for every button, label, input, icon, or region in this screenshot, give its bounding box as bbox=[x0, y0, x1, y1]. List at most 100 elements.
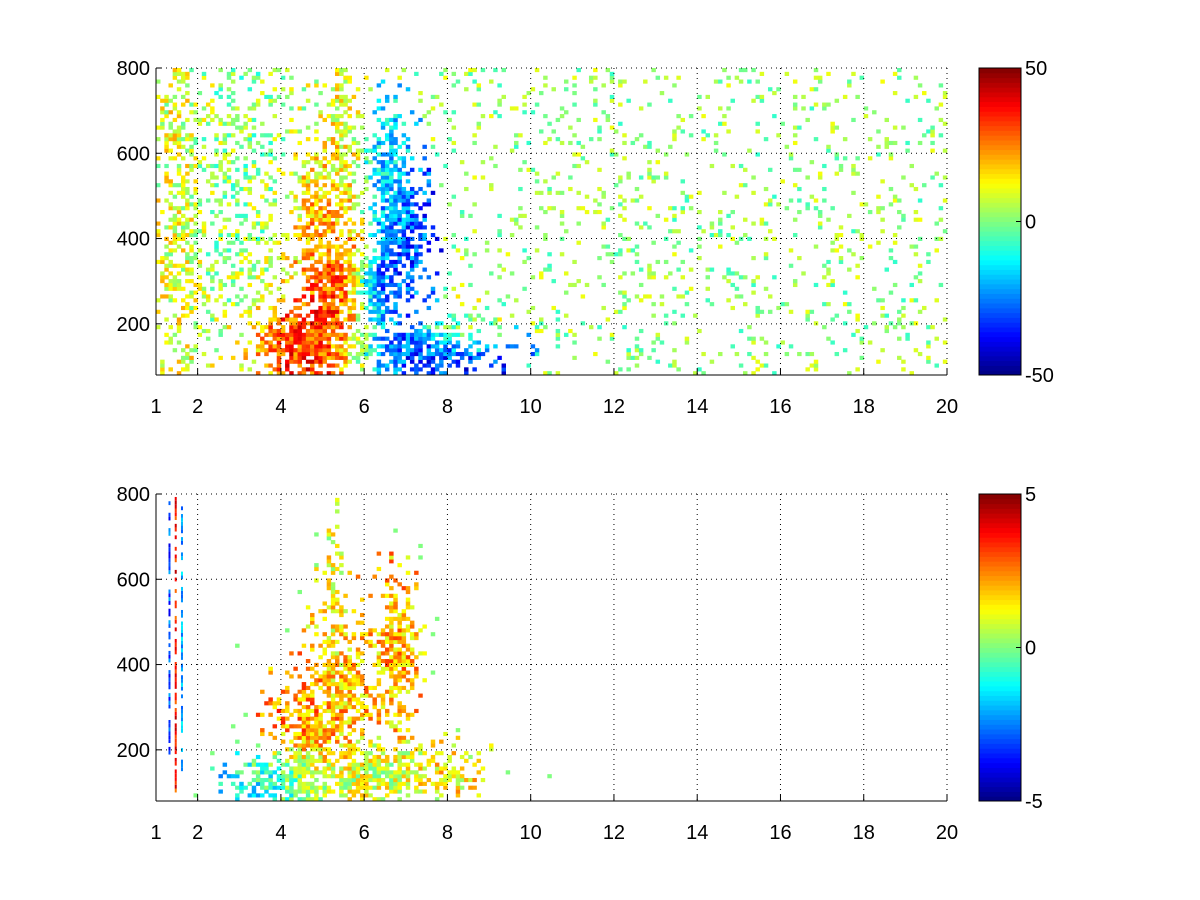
heatmap-cell bbox=[351, 267, 357, 272]
heatmap-cell bbox=[272, 781, 278, 786]
heatmap-cell bbox=[301, 163, 307, 169]
heatmap-cell bbox=[339, 774, 344, 779]
heatmap-cell bbox=[293, 305, 298, 311]
heatmap-cell bbox=[355, 747, 361, 752]
heatmap-cell bbox=[285, 724, 290, 729]
heatmap-cell bbox=[335, 186, 340, 192]
heatmap-cell bbox=[339, 605, 344, 610]
heatmap-cell bbox=[384, 68, 390, 73]
heatmap-cell bbox=[451, 83, 457, 88]
heatmap-cell bbox=[384, 666, 390, 671]
heatmap-cell bbox=[780, 302, 785, 307]
heatmap-cell bbox=[347, 252, 352, 257]
heatmap-cell bbox=[380, 171, 386, 176]
heatmap-cell bbox=[318, 290, 323, 295]
heatmap-cell bbox=[414, 348, 419, 353]
heatmap-cell bbox=[422, 202, 427, 207]
heatmap-cell bbox=[792, 133, 798, 138]
heatmap-cell bbox=[376, 359, 382, 364]
heatmap-cell bbox=[347, 194, 352, 199]
heatmap-cell bbox=[326, 766, 332, 771]
heatmap-cell bbox=[389, 781, 394, 786]
heatmap-cell bbox=[180, 213, 186, 218]
heatmap-cell bbox=[697, 190, 702, 195]
heatmap-cell bbox=[813, 137, 819, 142]
heatmap-cell bbox=[380, 79, 386, 84]
heatmap-cell bbox=[251, 102, 257, 107]
heatmap-cell bbox=[418, 252, 423, 257]
heatmap-cell bbox=[405, 355, 411, 360]
heatmap-cell bbox=[409, 202, 415, 207]
heatmap-cell bbox=[297, 751, 303, 756]
heatmap-cell bbox=[251, 785, 257, 790]
heatmap-cell bbox=[339, 708, 344, 714]
heatmap-cell bbox=[260, 152, 265, 157]
heatmap-cell bbox=[405, 240, 411, 245]
heatmap-cell bbox=[497, 98, 502, 103]
heatmap-cell bbox=[301, 340, 307, 345]
heatmap-cell bbox=[426, 294, 432, 299]
heatmap-cell bbox=[210, 83, 215, 88]
heatmap-cell bbox=[310, 294, 315, 299]
heatmap-cell bbox=[409, 348, 415, 353]
heatmap-cell bbox=[684, 198, 690, 203]
heatmap-cell bbox=[913, 348, 919, 353]
heatmap-cell bbox=[888, 140, 894, 146]
heatmap-cell bbox=[289, 351, 294, 357]
heatmap-cell bbox=[618, 275, 623, 280]
heatmap-cell bbox=[430, 286, 436, 291]
heatmap-cell bbox=[547, 190, 552, 195]
heatmap-cell bbox=[222, 259, 228, 265]
heatmap-cell bbox=[318, 110, 323, 115]
heatmap-cell bbox=[289, 724, 294, 729]
heatmap-cell bbox=[414, 340, 419, 345]
heatmap-cell bbox=[180, 648, 183, 653]
heatmap-cell bbox=[335, 309, 340, 314]
heatmap-cell bbox=[326, 785, 332, 790]
heatmap-cell bbox=[214, 148, 219, 153]
heatmap-cell bbox=[405, 202, 411, 207]
heatmap-cell bbox=[276, 351, 282, 357]
heatmap-cell bbox=[247, 367, 253, 372]
heatmap-cell bbox=[572, 282, 577, 288]
heatmap-cell bbox=[368, 639, 373, 644]
heatmap-cell bbox=[909, 163, 914, 169]
heatmap-cell bbox=[876, 359, 881, 364]
heatmap-cell bbox=[214, 183, 219, 188]
heatmap-cell bbox=[339, 163, 344, 169]
heatmap-cell bbox=[326, 555, 332, 560]
heatmap-cell bbox=[289, 117, 294, 123]
heatmap-cell bbox=[326, 720, 332, 725]
heatmap-cell bbox=[339, 71, 344, 76]
colorbar-swatch bbox=[979, 303, 1021, 309]
heatmap-cell bbox=[326, 363, 332, 368]
heatmap-cell bbox=[330, 244, 336, 249]
heatmap-cell bbox=[393, 240, 398, 245]
heatmap-cell bbox=[443, 286, 448, 291]
heatmap-cell bbox=[497, 325, 502, 330]
heatmap-cell bbox=[185, 302, 190, 307]
heatmap-cell bbox=[422, 156, 427, 161]
heatmap-cell bbox=[280, 317, 286, 322]
y-tick-label: 800 bbox=[117, 484, 150, 506]
heatmap-cell bbox=[930, 148, 935, 153]
heatmap-cell bbox=[622, 294, 627, 299]
heatmap-cell bbox=[330, 294, 336, 299]
heatmap-cell bbox=[913, 244, 919, 249]
heatmap-cell bbox=[397, 144, 402, 149]
heatmap-cell bbox=[397, 186, 402, 192]
heatmap-cell bbox=[272, 198, 278, 203]
heatmap-cell bbox=[276, 774, 282, 779]
colorbar-swatch bbox=[979, 149, 1021, 155]
heatmap-cell bbox=[305, 252, 311, 257]
heatmap-cell bbox=[343, 336, 348, 341]
heatmap-cell bbox=[326, 294, 332, 299]
heatmap-cell bbox=[180, 359, 186, 364]
heatmap-cell bbox=[197, 229, 203, 234]
heatmap-cell bbox=[393, 635, 398, 641]
heatmap-cell bbox=[343, 624, 348, 629]
heatmap-cell bbox=[343, 279, 348, 284]
heatmap-cell bbox=[222, 175, 228, 180]
heatmap-cell bbox=[297, 785, 303, 790]
heatmap-cell bbox=[310, 298, 315, 303]
